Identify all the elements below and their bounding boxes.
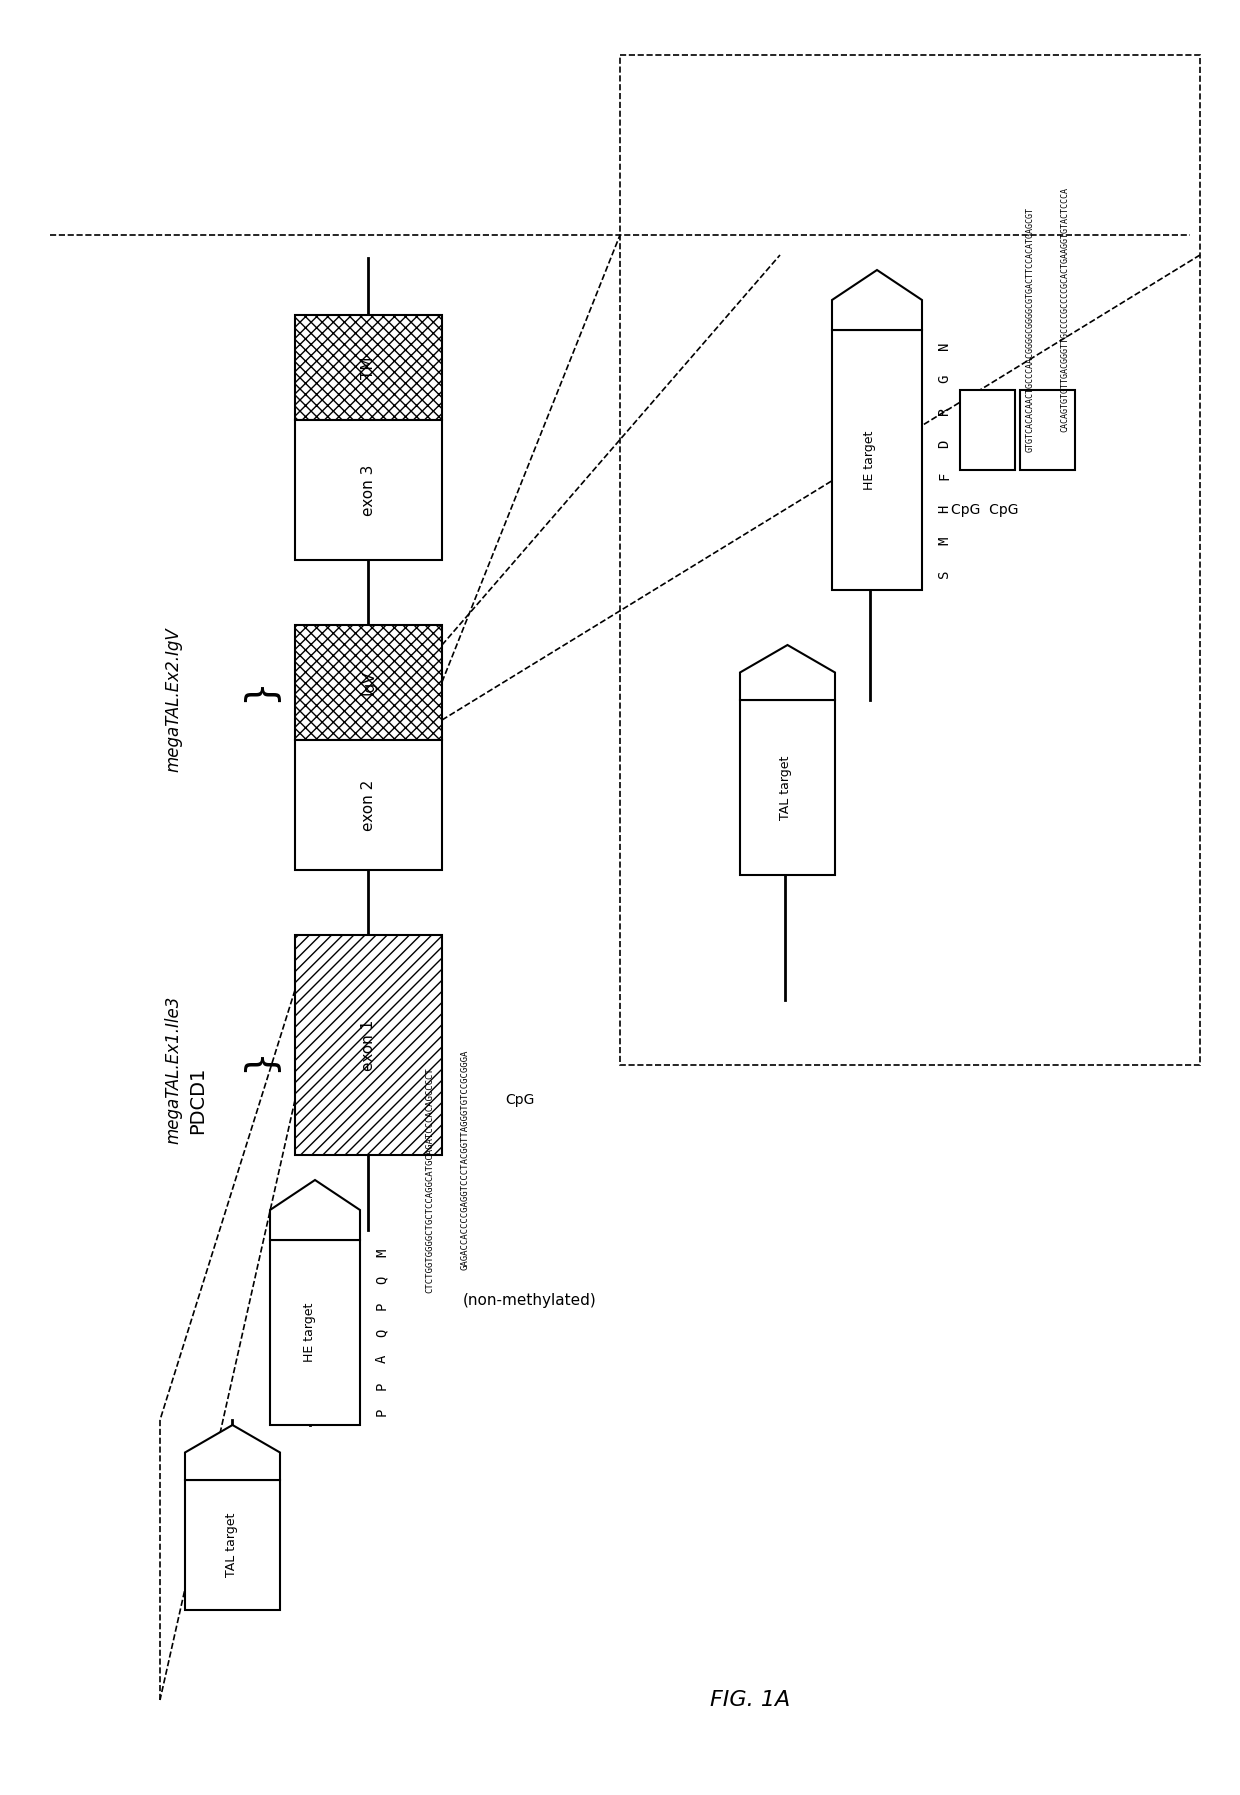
Text: P: P xyxy=(374,1380,389,1389)
Text: H: H xyxy=(937,504,951,513)
Text: P: P xyxy=(374,1407,389,1416)
Text: M: M xyxy=(374,1249,389,1258)
Text: exon 3: exon 3 xyxy=(361,465,376,515)
Text: FIG. 1A: FIG. 1A xyxy=(709,1691,790,1711)
Text: HE target: HE target xyxy=(863,431,877,490)
Text: CACAGTGTGTTGACGGGTTGCCCCGCCCCGCACTGAAGGTGTACTCCCA: CACAGTGTGTTGACGGGTTGCCCCGCCCCGCACTGAAGGT… xyxy=(1060,187,1069,433)
Text: P: P xyxy=(374,1301,389,1310)
Text: HE target: HE target xyxy=(304,1303,316,1362)
Text: }: } xyxy=(239,679,277,702)
Bar xyxy=(295,420,441,560)
Text: IgV: IgV xyxy=(361,670,376,695)
Bar xyxy=(270,1240,360,1425)
Text: CTCTGGTGGGGCTGCTCCAGGCATGCAGATCCCACAGCCCCT: CTCTGGTGGGGCTGCTCCAGGCATGCAGATCCCACAGCCC… xyxy=(425,1066,434,1292)
Text: A: A xyxy=(374,1355,389,1362)
Text: S: S xyxy=(937,569,951,578)
Text: G: G xyxy=(937,375,951,382)
Text: }: } xyxy=(239,1048,277,1072)
Text: CpG  CpG: CpG CpG xyxy=(951,503,1019,517)
Text: exon 1: exon 1 xyxy=(361,1020,376,1070)
Text: GTGTCACACAACTGCCCAACGGGGCGGGGCGTGACTTCCACATGAGCGT: GTGTCACACAACTGCCCAACGGGGCGGGGCGTGACTTCCA… xyxy=(1025,208,1034,452)
Polygon shape xyxy=(185,1425,280,1481)
Bar xyxy=(960,390,1016,470)
Bar xyxy=(295,314,441,420)
Text: megaTAL.Ex2.IgV: megaTAL.Ex2.IgV xyxy=(164,628,182,772)
Text: megaTAL.Ex1.Ile3: megaTAL.Ex1.Ile3 xyxy=(164,996,182,1143)
Text: PDCD1: PDCD1 xyxy=(188,1066,207,1134)
Bar xyxy=(832,330,923,591)
Polygon shape xyxy=(832,269,923,330)
Bar xyxy=(295,625,441,740)
Text: CpG: CpG xyxy=(506,1093,534,1108)
Text: M: M xyxy=(937,537,951,546)
Text: TAL target: TAL target xyxy=(779,756,791,820)
Bar xyxy=(740,700,835,874)
Text: (non-methylated): (non-methylated) xyxy=(463,1292,596,1307)
Text: TM: TM xyxy=(361,355,376,379)
Polygon shape xyxy=(270,1179,360,1240)
Bar xyxy=(185,1481,280,1610)
Polygon shape xyxy=(740,644,835,700)
Text: R: R xyxy=(937,407,951,415)
Text: N: N xyxy=(937,343,951,350)
Text: TAL target: TAL target xyxy=(226,1513,238,1578)
Text: D: D xyxy=(937,440,951,449)
Text: Q: Q xyxy=(374,1328,389,1337)
Text: GAGACCACCCCGAGGTCCCTACGGTTAGGGTGTCCGCGGGA: GAGACCACCCCGAGGTCCCTACGGTTAGGGTGTCCGCGGG… xyxy=(460,1050,470,1271)
Text: F: F xyxy=(937,472,951,481)
Bar xyxy=(295,740,441,871)
Text: Q: Q xyxy=(374,1276,389,1283)
Bar xyxy=(1021,390,1075,470)
Text: exon 2: exon 2 xyxy=(361,779,376,831)
Bar xyxy=(295,935,441,1154)
Bar xyxy=(620,56,1200,1064)
